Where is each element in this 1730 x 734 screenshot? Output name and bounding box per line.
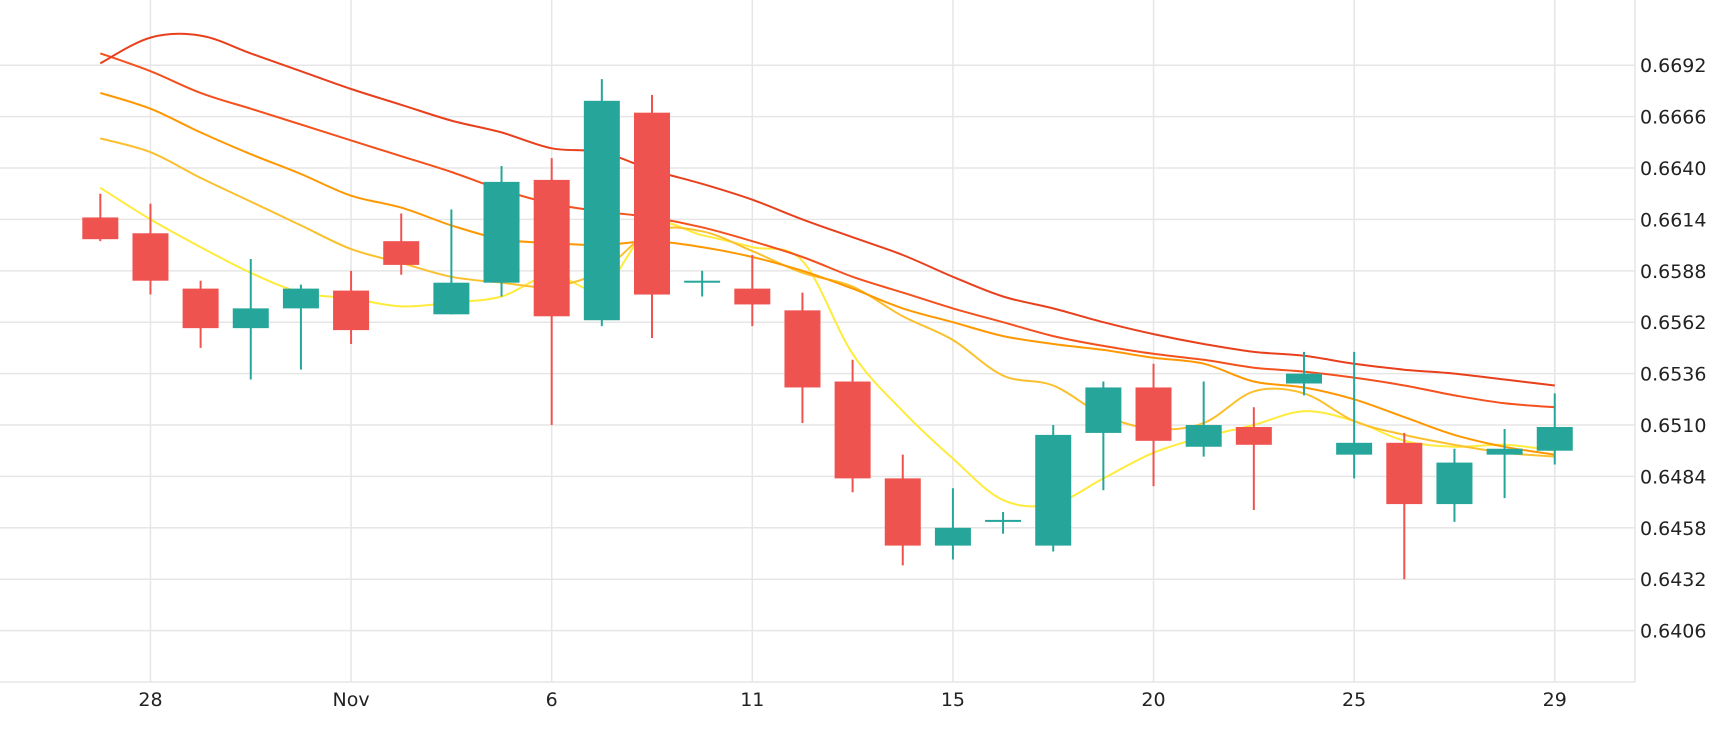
candle-down: [182, 280, 219, 348]
candle-body: [1085, 387, 1122, 433]
candle-body: [383, 241, 420, 265]
candle-body: [333, 290, 370, 331]
candle-body: [1336, 442, 1373, 455]
candle-up: [282, 284, 319, 370]
candle-up: [684, 270, 721, 297]
candle-body: [734, 288, 771, 305]
moving-average-line: [99, 52, 1555, 409]
candle-down: [82, 193, 119, 242]
candle-body: [884, 478, 921, 546]
candle-up: [1336, 351, 1373, 479]
candle-body: [583, 100, 620, 321]
candle-body: [1536, 426, 1573, 451]
candle-body: [1235, 426, 1272, 445]
x-tick-label: 29: [1543, 689, 1567, 711]
candle-body: [533, 179, 570, 317]
candle-up: [483, 166, 520, 297]
candle-body: [82, 217, 119, 240]
candle-up: [1285, 351, 1322, 396]
candle-down: [633, 94, 670, 339]
candle-down: [533, 158, 570, 426]
y-tick-label: 0.6458: [1640, 518, 1706, 540]
y-tick-label: 0.6640: [1640, 158, 1706, 180]
candle-down: [884, 454, 921, 566]
candle-up: [232, 258, 269, 380]
candles: [82, 79, 1573, 580]
price-axis: 0.6692 0.6666 0.6640 0.6614 0.6588 0.6562 0.65…: [1640, 55, 1706, 642]
x-tick-label: 15: [941, 689, 965, 711]
candle-body: [483, 181, 520, 283]
candle-down: [784, 292, 821, 424]
y-tick-label: 0.6484: [1640, 466, 1706, 488]
candle-body: [633, 112, 670, 295]
candle-up: [1436, 448, 1473, 522]
candle-body: [1185, 425, 1222, 447]
x-tick-label: 28: [138, 689, 162, 711]
x-tick-label: 11: [740, 689, 764, 711]
candle-body: [132, 233, 169, 281]
candle-body: [282, 288, 319, 309]
candle-body: [1486, 448, 1523, 455]
date-axis: 28 Nov 6 11 15 20 25 29: [138, 689, 1566, 711]
x-tick-label: Nov: [333, 689, 370, 711]
candle-body: [934, 527, 971, 546]
candle-up: [433, 209, 470, 315]
candle-up: [934, 488, 971, 560]
candle-body: [834, 381, 871, 479]
candle-down: [333, 270, 370, 344]
candle-down: [383, 213, 420, 275]
candle-body: [1135, 387, 1172, 441]
moving-average-lines: [99, 32, 1555, 508]
candle-body: [1386, 442, 1423, 505]
candle-down: [734, 255, 771, 327]
candle-body: [1285, 373, 1322, 384]
y-tick-label: 0.6510: [1640, 415, 1706, 437]
candle-up: [1536, 393, 1573, 465]
moving-average-line: [99, 186, 1555, 508]
y-tick-label: 0.6614: [1640, 209, 1706, 231]
candle-up: [1185, 381, 1222, 457]
candle-body: [1436, 462, 1473, 505]
candle-up: [1085, 381, 1122, 491]
candle-up: [1035, 425, 1072, 552]
candle-up: [583, 79, 620, 327]
candle-down: [834, 359, 871, 493]
candle-body: [1035, 434, 1072, 546]
candle-body: [784, 310, 821, 388]
candle-down: [1235, 407, 1272, 511]
x-tick-label: 20: [1141, 689, 1165, 711]
y-tick-label: 0.6406: [1640, 621, 1706, 643]
x-tick-label: 25: [1342, 689, 1366, 711]
y-tick-label: 0.6432: [1640, 569, 1706, 591]
y-tick-label: 0.6536: [1640, 364, 1706, 386]
candle-body: [433, 282, 470, 315]
candle-body: [684, 280, 721, 283]
moving-average-line: [99, 32, 1555, 387]
candle-down: [132, 203, 169, 295]
candle-down: [1135, 363, 1172, 487]
candle-up: [985, 511, 1022, 534]
candle-down: [1386, 432, 1423, 580]
x-tick-label: 6: [546, 689, 558, 711]
y-tick-label: 0.6692: [1640, 55, 1706, 77]
candle-up: [1486, 428, 1523, 499]
candle-body: [182, 288, 219, 329]
candle-body: [985, 519, 1022, 522]
y-tick-label: 0.6562: [1640, 312, 1706, 334]
y-tick-label: 0.6666: [1640, 107, 1706, 129]
candle-body: [232, 308, 269, 329]
y-tick-label: 0.6588: [1640, 261, 1706, 283]
moving-average-line: [100, 91, 1555, 456]
